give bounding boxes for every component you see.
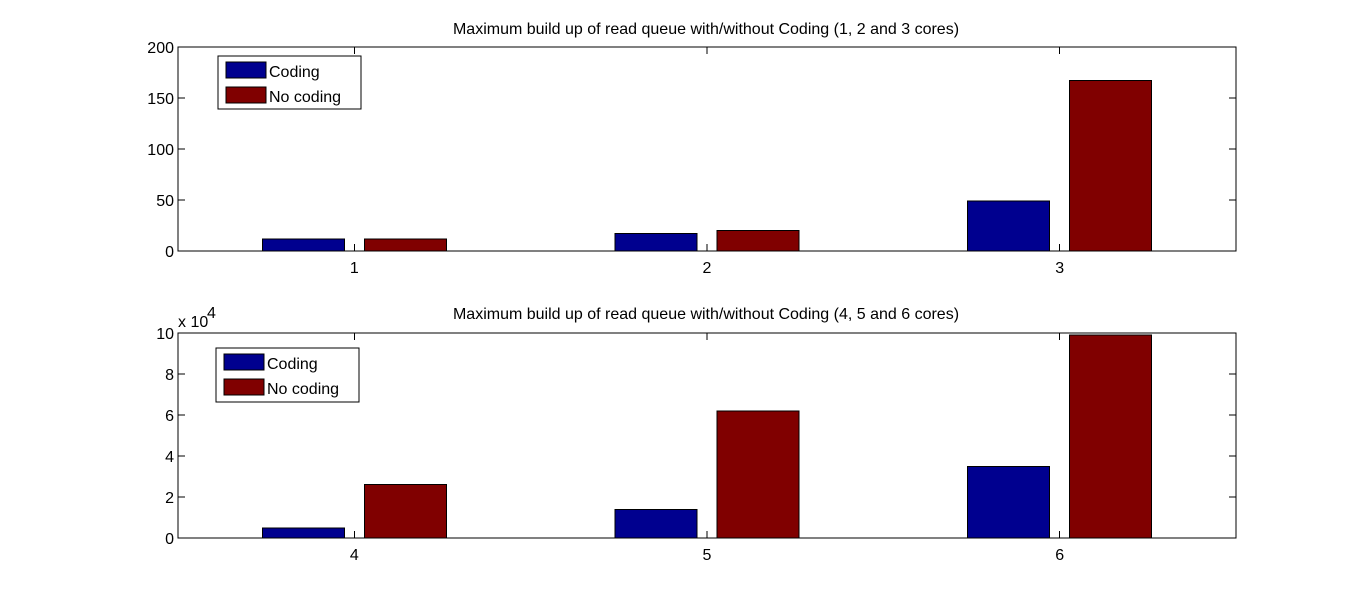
bar-group — [261, 334, 1153, 539]
y-exponent-label: x 10 — [178, 314, 208, 331]
legend: Coding No coding — [215, 347, 360, 403]
y-tick-label: 200 — [147, 40, 174, 57]
bar-coding-5 — [614, 508, 698, 539]
bar-no-coding-5 — [716, 410, 800, 539]
y-tick-label: 50 — [156, 193, 174, 210]
legend-label: Coding — [269, 64, 320, 81]
y-tick-label: 2 — [165, 490, 174, 507]
bar-coding-6 — [967, 465, 1051, 539]
legend: Coding No coding — [217, 55, 362, 110]
tick-group: 1 2 3 0 50 100 150 200 — [147, 40, 1236, 277]
y-tick-label: 100 — [147, 142, 174, 159]
y-exponent-power: 4 — [207, 305, 216, 322]
bar-group — [261, 80, 1153, 252]
y-tick-label: 6 — [165, 408, 174, 425]
bar-coding-4 — [261, 527, 345, 539]
x-tick-label: 6 — [1055, 547, 1064, 564]
legend-swatch — [223, 378, 265, 396]
bar-no-coding-2 — [716, 230, 800, 252]
x-tick-label: 2 — [703, 260, 712, 277]
axes-box — [177, 46, 1237, 252]
chart-title: Maximum build up of read queue with/with… — [453, 306, 959, 323]
y-tick-label: 4 — [165, 449, 174, 466]
x-tick-label: 1 — [350, 260, 359, 277]
bar-no-coding-6 — [1069, 334, 1153, 539]
y-tick-label: 0 — [165, 531, 174, 548]
y-tick-label: 8 — [165, 367, 174, 384]
bar-no-coding-3 — [1069, 80, 1153, 252]
legend-label: No coding — [269, 89, 341, 106]
y-tick-label: 10 — [156, 326, 174, 343]
x-tick-label: 5 — [703, 547, 712, 564]
x-tick-label: 4 — [350, 547, 359, 564]
subplot-cores-4-6: Maximum build up of read queue with/with… — [156, 305, 1237, 564]
legend-label: No coding — [267, 381, 339, 398]
y-tick-label: 150 — [147, 91, 174, 108]
legend-swatch — [225, 61, 267, 79]
bar-coding-2 — [614, 233, 698, 252]
bar-no-coding-1 — [363, 238, 447, 252]
legend-label: Coding — [267, 356, 318, 373]
bar-coding-3 — [967, 200, 1051, 252]
x-tick-label: 3 — [1055, 260, 1064, 277]
axes-box — [177, 332, 1237, 539]
bar-coding-1 — [261, 238, 345, 252]
legend-swatch — [223, 353, 265, 371]
y-tick-label: 0 — [165, 244, 174, 261]
chart-title: Maximum build up of read queue with/with… — [453, 21, 959, 38]
bar-no-coding-4 — [363, 484, 447, 539]
subplot-cores-1-3: Maximum build up of read queue with/with… — [147, 21, 1237, 277]
legend-swatch — [225, 86, 267, 104]
